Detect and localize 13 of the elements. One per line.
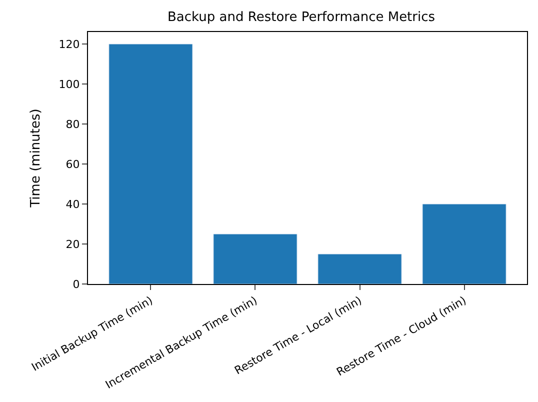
y-tick-label: 80 <box>66 118 80 131</box>
chart-title: Backup and Restore Performance Metrics <box>168 10 436 26</box>
y-tick-label: 100 <box>58 78 80 91</box>
bar <box>213 234 298 284</box>
y-tick-label: 60 <box>66 158 80 171</box>
y-tick-label: 20 <box>66 238 80 251</box>
bar <box>422 204 506 284</box>
y-tick-label: 120 <box>58 38 80 51</box>
y-tick-label: 40 <box>66 198 80 211</box>
bar <box>108 44 193 284</box>
y-tick-label: 0 <box>72 278 80 291</box>
bar <box>318 254 402 284</box>
y-axis-title: Time (minutes) <box>28 108 44 208</box>
